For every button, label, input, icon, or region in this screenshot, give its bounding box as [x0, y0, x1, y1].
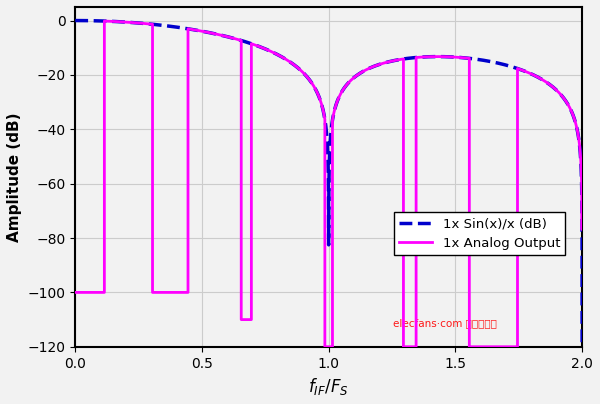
1x Analog Output: [238, 38, 245, 43]
1x Sin(x)/x (dB): [255, 44, 262, 49]
Legend: 1x Sin(x)/x (dB), 1x Analog Output: 1x Sin(x)/x (dB), 1x Analog Output: [394, 212, 565, 255]
1x Analog Output: [524, 70, 531, 75]
1x Analog Output: [71, 290, 79, 295]
Y-axis label: Amplitude (dB): Amplitude (dB): [7, 112, 22, 242]
1x Sin(x)/x (dB): [97, 19, 104, 23]
1x Sin(x)/x (dB): [578, 344, 586, 349]
1x Sin(x)/x (dB): [71, 18, 79, 23]
1x Sin(x)/x (dB): [371, 63, 379, 68]
1x Analog Output: [564, 102, 571, 107]
X-axis label: $f_{IF}/F_S$: $f_{IF}/F_S$: [308, 376, 349, 397]
1x Analog Output: [579, 198, 586, 202]
1x Sin(x)/x (dB): [475, 57, 482, 62]
1x Analog Output: [459, 55, 466, 60]
1x Analog Output: [341, 86, 348, 90]
Line: 1x Sin(x)/x (dB): 1x Sin(x)/x (dB): [75, 21, 582, 347]
1x Analog Output: [321, 344, 328, 349]
1x Analog Output: [101, 19, 108, 23]
1x Analog Output: [434, 54, 442, 59]
1x Sin(x)/x (dB): [448, 55, 455, 59]
Text: elecfans·com 电子发烧友: elecfans·com 电子发烧友: [394, 318, 497, 328]
Line: 1x Analog Output: 1x Analog Output: [75, 21, 583, 347]
1x Sin(x)/x (dB): [394, 57, 401, 62]
